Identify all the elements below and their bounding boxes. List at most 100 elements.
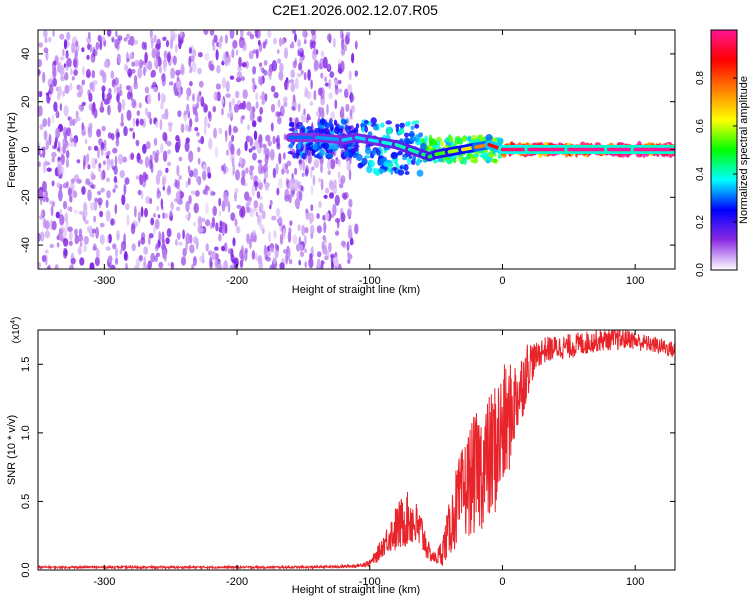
noise-cell xyxy=(215,83,221,90)
noise-cell xyxy=(78,104,81,111)
noise-cell xyxy=(62,90,66,97)
noise-cell xyxy=(112,243,117,250)
noise-cell xyxy=(178,175,182,180)
noise-cell xyxy=(198,52,203,58)
noise-cell xyxy=(42,118,48,128)
noise-cell xyxy=(198,228,204,233)
noise-cell xyxy=(197,157,201,165)
noise-cell xyxy=(298,159,303,164)
noise-cell xyxy=(188,47,192,54)
signal-cell xyxy=(311,149,316,156)
noise-cell xyxy=(62,182,69,189)
noise-cell xyxy=(130,91,133,101)
noise-cell xyxy=(309,101,314,106)
signal-cell xyxy=(433,140,438,146)
noise-cell xyxy=(231,134,235,142)
noise-cell xyxy=(303,72,307,81)
noise-cell xyxy=(114,38,119,49)
noise-cell xyxy=(108,87,112,95)
noise-cell xyxy=(212,44,216,52)
noise-cell xyxy=(235,90,240,99)
x-tick-label: -200 xyxy=(226,576,248,588)
noise-cell xyxy=(116,229,120,241)
noise-cell xyxy=(184,140,190,153)
noise-cell xyxy=(176,164,180,177)
noise-cell xyxy=(258,163,263,175)
noise-cell xyxy=(131,68,136,74)
noise-cell xyxy=(334,86,339,95)
noise-cell xyxy=(111,166,116,171)
noise-cell xyxy=(288,258,293,265)
noise-cell xyxy=(105,199,109,209)
noise-cell xyxy=(340,212,346,223)
noise-cell xyxy=(151,48,156,59)
noise-cell xyxy=(292,60,297,69)
noise-cell xyxy=(222,163,227,175)
noise-cell xyxy=(204,104,209,113)
signal-cell xyxy=(288,122,295,127)
noise-cell xyxy=(86,73,91,78)
noise-cell xyxy=(340,240,346,247)
noise-cell xyxy=(248,50,254,60)
noise-cell xyxy=(130,223,136,235)
noise-cell xyxy=(169,210,173,217)
noise-cell xyxy=(312,47,317,56)
noise-cell xyxy=(209,64,215,71)
signal-cell xyxy=(466,152,471,160)
snr-frame xyxy=(37,329,676,571)
noise-cell xyxy=(38,70,41,75)
noise-cell xyxy=(114,204,118,215)
noise-cell xyxy=(320,72,324,79)
noise-cell xyxy=(68,230,73,241)
noise-cell xyxy=(306,113,310,119)
x-tick-label: 0 xyxy=(499,275,505,287)
noise-cell xyxy=(55,86,60,92)
noise-cell xyxy=(232,39,238,49)
signal-cell xyxy=(319,148,325,157)
noise-cell xyxy=(278,216,283,226)
noise-cell xyxy=(327,63,331,71)
noise-cell xyxy=(215,49,219,61)
noise-cell xyxy=(189,68,192,74)
noise-cell xyxy=(239,39,245,49)
signal-cell xyxy=(395,123,400,129)
noise-cell xyxy=(75,49,78,58)
noise-cell xyxy=(225,93,231,98)
noise-cell xyxy=(194,127,199,132)
noise-cell xyxy=(83,235,89,245)
noise-cell xyxy=(229,75,235,80)
noise-cell xyxy=(157,214,161,219)
noise-cell xyxy=(329,158,336,170)
noise-cell xyxy=(214,146,219,159)
noise-cell xyxy=(297,224,301,232)
noise-cell xyxy=(187,177,191,186)
signal-cell xyxy=(355,153,363,162)
noise-cell xyxy=(195,190,200,197)
noise-cell xyxy=(135,118,139,127)
noise-cell xyxy=(98,162,102,169)
noise-cell xyxy=(101,85,106,92)
noise-cell xyxy=(219,220,223,227)
noise-cell xyxy=(297,49,300,57)
noise-cell xyxy=(278,177,283,189)
signal-cell xyxy=(319,127,323,135)
signal-cell xyxy=(373,148,376,156)
noise-cell xyxy=(64,72,69,81)
noise-cell xyxy=(193,236,198,245)
noise-cell xyxy=(303,248,308,253)
noise-cell xyxy=(147,260,152,269)
noise-cell xyxy=(88,31,91,39)
noise-cell xyxy=(42,71,46,84)
noise-cell xyxy=(345,103,350,112)
noise-cell xyxy=(207,122,211,129)
noise-cell xyxy=(81,186,86,195)
noise-cell xyxy=(91,183,96,190)
noise-cell xyxy=(218,197,222,207)
noise-cell xyxy=(50,75,53,85)
noise-cell xyxy=(135,258,141,267)
noise-cell xyxy=(224,34,228,44)
signal-cell xyxy=(370,117,377,125)
noise-cell xyxy=(150,217,155,226)
noise-cell xyxy=(279,233,284,245)
noise-cell xyxy=(277,116,282,125)
